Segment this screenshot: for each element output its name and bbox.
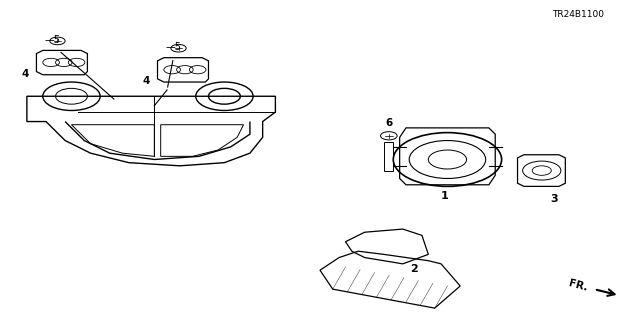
Text: 2: 2 [410,263,418,274]
Text: FR.: FR. [568,279,589,293]
Text: 1: 1 [440,191,448,201]
Text: 4: 4 [143,76,150,86]
Text: 6: 6 [385,118,392,128]
Text: 3: 3 [550,194,558,204]
Text: TR24B1100: TR24B1100 [552,10,604,19]
Text: —5: —5 [166,42,182,52]
Text: —5: —5 [45,35,61,45]
Text: 4: 4 [22,69,29,79]
